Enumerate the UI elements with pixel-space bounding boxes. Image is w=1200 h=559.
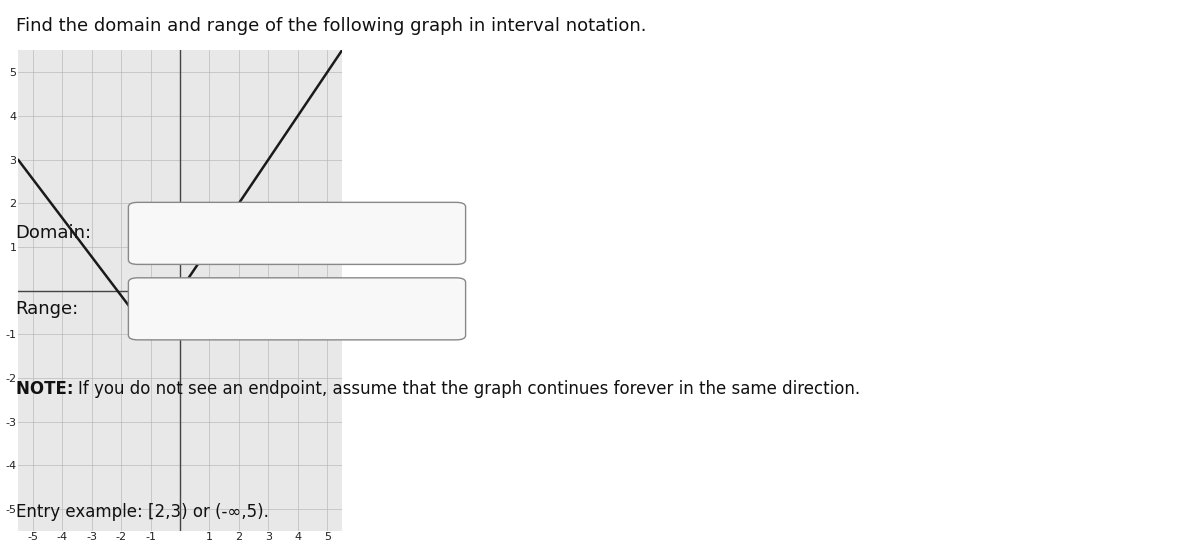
Text: Entry example: [2,3) or (-∞,5).: Entry example: [2,3) or (-∞,5).	[16, 503, 269, 521]
Text: Domain:: Domain:	[16, 224, 91, 242]
Text: NOTE:: NOTE:	[16, 380, 79, 398]
Text: If you do not see an endpoint, assume that the graph continues forever in the sa: If you do not see an endpoint, assume th…	[78, 380, 860, 398]
Text: Range:: Range:	[16, 300, 79, 318]
Text: Find the domain and range of the following graph in interval notation.: Find the domain and range of the followi…	[16, 17, 646, 35]
